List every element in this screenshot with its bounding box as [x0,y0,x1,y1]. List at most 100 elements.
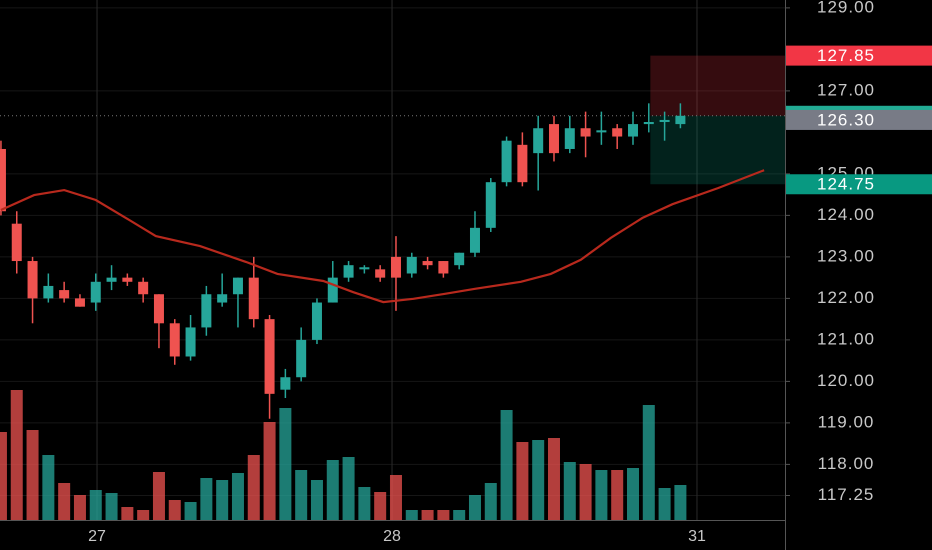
volume-bar [168,500,181,520]
candle-body [232,277,243,295]
candle-body [185,327,196,357]
volume-bar [279,408,292,520]
volume-bar [263,422,276,520]
y-tick-label: 127.00 [817,80,875,99]
volume-bar [484,483,497,520]
time-axis-bg [0,520,785,550]
volume-bar [42,455,55,520]
volume-bar [10,390,23,520]
candle-body [548,124,559,154]
volume-bar [105,493,118,520]
price-label: 124.75 [817,175,875,194]
candle-body [501,140,512,183]
volume-bar [658,488,671,520]
price-label-bg [786,45,932,66]
price-label: 126.30 [817,110,875,129]
candle-body [138,281,149,295]
candle-body [90,281,101,303]
candle-body [74,298,85,307]
volume-bar [89,490,102,520]
candle-body [327,277,338,303]
volume-bar [468,495,481,520]
volume-bar [547,438,560,520]
candle-body [612,128,623,137]
volume-bar [579,464,592,520]
candle-body [153,294,164,324]
volume-bar [200,478,213,520]
volume-bar [626,468,639,520]
volume-bar [216,480,229,520]
candle-body [248,277,259,320]
candle-body [485,182,496,228]
candle-body [422,261,433,266]
volume-bar [642,405,655,520]
price-label-bg [786,174,932,195]
volume-bar [0,432,7,520]
y-tick-label: 129.00 [817,0,875,16]
price-label-bg [786,109,932,130]
candle-body [11,223,22,262]
volume-bar [674,485,687,520]
volume-bar [152,472,165,520]
volume-bar [58,483,71,520]
x-tick-label: 31 [688,528,706,545]
candle-body [375,269,386,278]
x-tick-label: 28 [383,528,401,545]
volume-bar [405,510,418,520]
volume-bar [342,457,355,520]
candle-body [296,339,307,378]
candle-body [264,319,275,394]
volume-bar [184,502,197,520]
volume-bar [516,442,529,520]
volume-bar [421,510,434,520]
volume-bar [295,470,308,520]
volume-bar [437,510,450,520]
candle-body [122,277,133,282]
candle-body [533,128,544,154]
candle-body [675,115,686,125]
candle-body [406,256,417,274]
candle-body [201,294,212,328]
volume-bar [611,470,624,520]
candle-body [659,119,670,123]
y-tick-label: 123.00 [817,246,875,265]
candle-body [438,261,449,274]
candle-body [596,130,607,133]
volume-bar [73,495,86,520]
candle-body [106,277,117,282]
volume-bar [137,510,150,520]
volume-bar [121,507,134,520]
candle-body [580,128,591,137]
volume-bar [326,460,339,520]
candle-body [27,261,38,299]
volume-bar [247,455,260,520]
candle-body [517,144,528,183]
volume-bar [374,492,387,520]
y-tick-label: 120.00 [817,371,875,390]
candle-body [0,148,6,212]
y-tick-label: 124.00 [817,205,875,224]
volume-bar [310,480,323,520]
candle-body [169,323,180,357]
candle-body [469,227,480,253]
candle-body [359,267,370,270]
volume-bar [389,475,402,520]
stop-zone [650,55,785,116]
y-tick-label: 117.25 [818,485,875,504]
candle-body [43,285,54,299]
candle-body [390,256,401,278]
target-zone [650,115,785,185]
candle-body [311,302,322,340]
volume-bar [26,430,39,520]
candle-body [280,377,291,390]
candle-body [643,122,654,125]
y-tick-label: 118.00 [818,454,875,473]
y-tick-label: 122.00 [817,288,875,307]
volume-bar [358,487,371,520]
candle-body [59,290,70,299]
volume-bar [595,470,608,520]
moving-average [0,169,765,304]
volume-bar [231,473,244,520]
